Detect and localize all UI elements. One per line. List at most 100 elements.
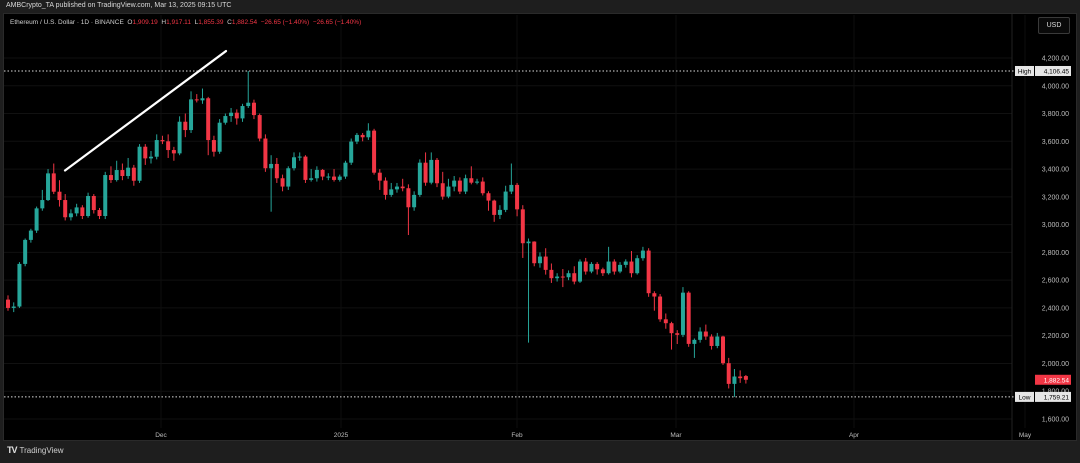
trend-line-drawing — [63, 49, 228, 172]
candle-body — [74, 207, 79, 214]
candle-body — [257, 115, 262, 139]
candle-body — [269, 163, 274, 169]
candle-body — [194, 99, 199, 101]
candle-body — [669, 323, 674, 334]
candle-body — [149, 156, 153, 159]
candle-body — [91, 196, 96, 211]
candle-body — [280, 178, 285, 187]
candle-body — [526, 241, 531, 244]
candle-body — [297, 156, 302, 158]
candle-body — [372, 130, 377, 173]
candle-body — [394, 186, 399, 190]
candle-body — [217, 122, 222, 152]
candle-body — [732, 376, 737, 384]
y-tick-label: 3,800.00 — [1042, 111, 1069, 118]
candle-body — [80, 207, 85, 217]
close-label: C — [227, 19, 232, 26]
candle-body — [206, 98, 211, 141]
candle-body — [743, 376, 748, 380]
y-tick-label: 2,800.00 — [1042, 250, 1069, 257]
y-tick-label: 2,200.00 — [1042, 333, 1069, 340]
candle-body — [292, 157, 296, 169]
candle-body — [715, 336, 720, 346]
candle-body — [703, 331, 708, 337]
candle-body — [309, 178, 314, 180]
candle-body — [675, 333, 680, 335]
candle-body — [412, 194, 417, 208]
candle-body — [612, 261, 617, 272]
candle-body — [246, 102, 251, 107]
candle-body — [692, 339, 697, 344]
candle-body — [457, 180, 462, 192]
candle-body — [51, 173, 56, 192]
candle-body — [435, 159, 439, 184]
candle-body — [223, 116, 228, 123]
candle-body — [68, 213, 73, 218]
candle-body — [143, 146, 148, 159]
candle-body — [343, 162, 348, 177]
candle-body — [97, 210, 102, 217]
y-tick-label: 3,600.00 — [1042, 139, 1069, 146]
y-tick-label: 4,200.00 — [1042, 56, 1069, 63]
candle-body — [17, 263, 22, 307]
candle-body — [658, 296, 663, 320]
x-tick-label: May — [1019, 432, 1032, 439]
candle-body — [229, 112, 234, 117]
low-marker-tag — [1015, 391, 1034, 402]
y-tick-label: 3,000.00 — [1042, 222, 1069, 229]
high-label: H — [161, 19, 167, 26]
candle-body — [234, 112, 239, 119]
candle-body — [486, 193, 491, 201]
candle-body — [108, 175, 113, 181]
candle-body — [86, 196, 91, 217]
y-tick-label: 3,200.00 — [1042, 194, 1069, 201]
candle-body — [171, 150, 176, 154]
candle-body — [286, 168, 291, 187]
candle-body — [240, 106, 245, 119]
candle-body — [200, 98, 205, 101]
candle-body — [618, 264, 623, 272]
open-value: 1,909.19 — [132, 19, 158, 26]
candle-body — [417, 162, 422, 195]
candle-body — [589, 263, 594, 272]
candle-body — [177, 121, 182, 154]
candle-body — [154, 140, 159, 157]
candle-body — [332, 176, 337, 180]
high-marker-value: 4,106.45 — [1044, 68, 1070, 75]
low-label: L — [194, 19, 199, 26]
candle-body — [6, 299, 10, 308]
candle-body — [726, 363, 731, 384]
publisher-line: AMBCrypto_TA published on TradingView.co… — [6, 2, 232, 9]
y-tick-label: 2,000.00 — [1042, 361, 1069, 368]
candle-body — [183, 121, 188, 131]
tradingview-logo-text[interactable]: TradingView — [19, 445, 64, 455]
candle-body — [452, 180, 457, 187]
candle-body — [103, 175, 108, 217]
candle-body — [349, 141, 354, 163]
candle-body — [698, 331, 703, 340]
symbol-name[interactable]: Ethereum / U.S. Dollar · 1D · BINANCE — [10, 19, 124, 26]
candle-body — [377, 172, 382, 181]
y-tick-label: 3,400.00 — [1042, 167, 1069, 174]
candle-body — [274, 163, 279, 179]
candle-body — [663, 319, 668, 324]
x-tick-label: Dec — [155, 432, 167, 439]
candle-body — [635, 258, 640, 274]
x-tick-label: 2025 — [334, 432, 349, 439]
candle-body — [211, 140, 216, 152]
candle-body — [721, 336, 725, 364]
low-value: 1,855.39 — [198, 19, 224, 26]
candle-body — [423, 162, 428, 183]
currency-button[interactable]: USD — [1038, 17, 1070, 34]
candle-body — [480, 181, 485, 194]
y-tick-label: 4,000.00 — [1042, 83, 1069, 90]
candle-body — [126, 167, 131, 177]
candle-body — [578, 261, 582, 282]
candle-body — [160, 140, 165, 142]
candle-body — [303, 156, 308, 180]
candle-body — [23, 239, 28, 264]
candle-body — [646, 250, 651, 294]
candle-body — [383, 180, 388, 195]
candle-body — [114, 170, 119, 181]
